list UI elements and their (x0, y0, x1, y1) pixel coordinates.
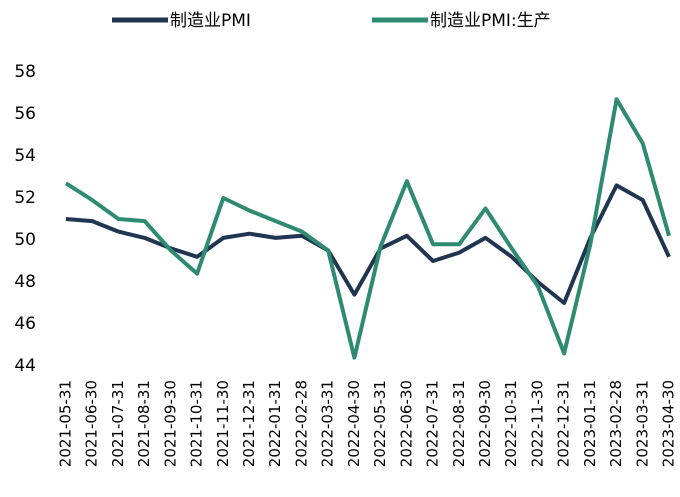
x-tick-label: 2022-02-28 (292, 380, 310, 467)
y-tick-label: 46 (14, 314, 36, 334)
x-tick-label: 2022-04-30 (345, 380, 363, 467)
y-tick-label: 56 (14, 104, 36, 124)
x-tick-label: 2022-06-30 (397, 380, 415, 467)
x-tick-label: 2021-08-31 (135, 380, 153, 467)
y-tick-label: 44 (14, 356, 36, 376)
x-tick-label: 2021-09-30 (161, 380, 179, 467)
x-tick-label: 2023-04-30 (660, 380, 678, 467)
y-tick-label: 58 (14, 62, 36, 82)
x-tick-label: 2022-11-30 (528, 380, 546, 467)
x-tick-label: 2023-03-31 (633, 380, 651, 467)
x-tick-label: 2022-12-31 (555, 380, 573, 467)
legend-label: 制造业PMI:生产 (430, 11, 551, 31)
y-tick-label: 52 (14, 188, 36, 208)
x-tick-label: 2022-03-31 (319, 380, 337, 467)
x-tick-label: 2021-06-30 (83, 380, 101, 467)
x-tick-label: 2021-12-31 (240, 380, 258, 467)
x-tick-label: 2022-10-31 (502, 380, 520, 467)
x-tick-label: 2023-02-28 (607, 380, 625, 467)
x-tick-label: 2022-09-30 (476, 380, 494, 467)
x-tick-label: 2022-08-31 (450, 380, 468, 467)
y-tick-label: 48 (14, 272, 36, 292)
x-tick-label: 2021-11-30 (214, 380, 232, 467)
x-tick-label: 2023-01-31 (581, 380, 599, 467)
y-tick-label: 54 (14, 146, 36, 166)
series-line (64, 97, 671, 360)
x-tick-label: 2021-10-31 (188, 380, 206, 467)
x-tick-label: 2022-01-31 (266, 380, 284, 467)
x-tick-label: 2021-07-31 (109, 380, 127, 467)
y-tick-label: 50 (14, 230, 36, 250)
x-tick-label: 2021-05-31 (57, 380, 75, 467)
legend-label: 制造业PMI (170, 11, 251, 31)
x-tick-label: 2022-07-31 (424, 380, 442, 467)
x-tick-label: 2022-05-31 (371, 380, 389, 467)
